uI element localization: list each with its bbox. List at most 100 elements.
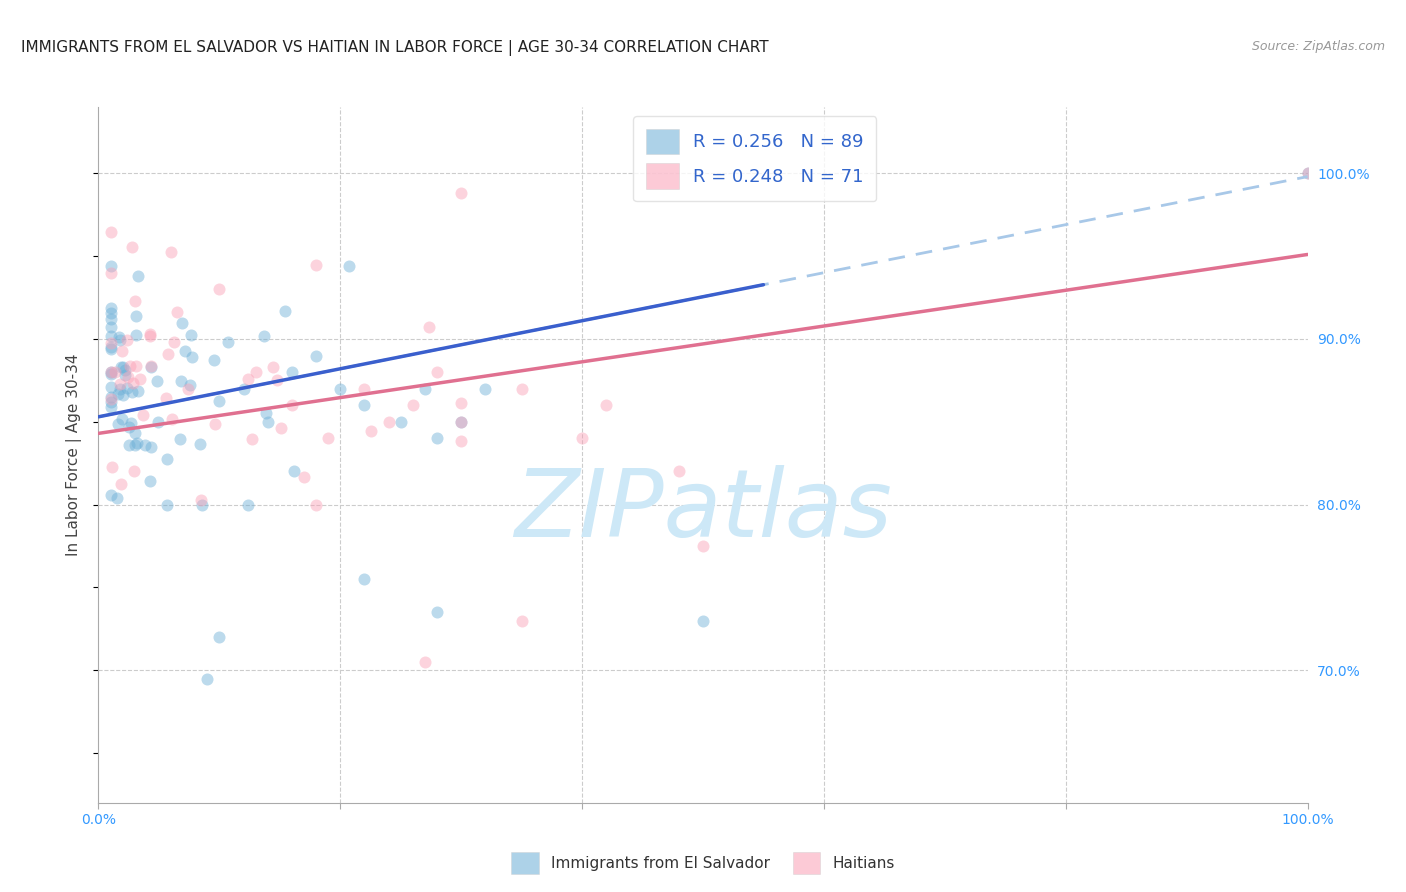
Point <box>245 365 267 379</box>
Point <box>160 244 183 259</box>
Point <box>208 630 231 644</box>
Point <box>163 334 186 349</box>
Point <box>131 408 153 422</box>
Point <box>402 398 425 412</box>
Point <box>157 346 180 360</box>
Point <box>121 384 143 399</box>
Point <box>595 398 617 412</box>
Point <box>202 353 225 368</box>
Legend: R = 0.256   N = 89, R = 0.248   N = 71: R = 0.256 N = 89, R = 0.248 N = 71 <box>634 116 876 202</box>
Point <box>353 382 375 396</box>
Point <box>450 415 472 429</box>
Point <box>114 368 136 382</box>
Point <box>389 415 412 429</box>
Point <box>100 488 122 502</box>
Point <box>117 369 139 384</box>
Point <box>124 359 146 373</box>
Point <box>108 334 131 348</box>
Point <box>155 391 177 405</box>
Legend: Immigrants from El Salvador, Haitians: Immigrants from El Salvador, Haitians <box>505 846 901 880</box>
Point <box>156 451 179 466</box>
Point <box>112 388 135 402</box>
Point <box>413 655 436 669</box>
Point <box>166 305 188 319</box>
Point <box>100 367 122 381</box>
Point <box>160 412 183 426</box>
Point <box>111 344 134 359</box>
Point <box>125 310 148 324</box>
Point <box>100 312 122 326</box>
Point <box>100 390 122 404</box>
Point <box>236 498 259 512</box>
Point <box>100 392 122 407</box>
Point <box>104 366 127 380</box>
Point <box>305 258 328 272</box>
Point <box>256 415 278 429</box>
Point <box>134 438 156 452</box>
Point <box>100 335 122 350</box>
Point <box>190 493 212 508</box>
Point <box>377 415 399 429</box>
Point <box>115 333 138 347</box>
Point <box>110 477 132 491</box>
Point <box>110 382 132 396</box>
Point <box>240 432 263 446</box>
Point <box>179 378 201 392</box>
Point <box>668 465 690 479</box>
Point <box>100 301 122 316</box>
Point <box>117 420 139 434</box>
Point <box>100 379 122 393</box>
Point <box>353 398 375 412</box>
Point <box>100 259 122 273</box>
Point <box>413 382 436 396</box>
Point <box>339 260 361 274</box>
Point <box>120 416 142 430</box>
Point <box>281 365 304 379</box>
Point <box>139 359 162 374</box>
Point <box>281 398 304 412</box>
Point <box>146 416 169 430</box>
Point <box>127 384 149 399</box>
Point <box>292 470 315 484</box>
Point <box>329 382 352 396</box>
Point <box>195 672 218 686</box>
Point <box>100 306 122 320</box>
Point <box>450 396 472 410</box>
Point <box>316 431 339 445</box>
Point <box>100 343 122 357</box>
Point <box>101 459 124 474</box>
Point <box>107 387 129 401</box>
Point <box>266 373 288 387</box>
Y-axis label: In Labor Force | Age 30-34: In Labor Force | Age 30-34 <box>66 353 83 557</box>
Point <box>139 359 162 373</box>
Point <box>100 365 122 379</box>
Point <box>692 614 714 628</box>
Point <box>100 226 122 240</box>
Point <box>170 374 193 388</box>
Point <box>283 464 305 478</box>
Point <box>100 400 122 414</box>
Point <box>139 475 162 489</box>
Point <box>254 406 277 420</box>
Point <box>100 340 122 354</box>
Point <box>180 327 202 342</box>
Point <box>1296 166 1319 180</box>
Point <box>180 351 202 365</box>
Text: IMMIGRANTS FROM EL SALVADOR VS HAITIAN IN LABOR FORCE | AGE 30-34 CORRELATION CH: IMMIGRANTS FROM EL SALVADOR VS HAITIAN I… <box>21 40 769 56</box>
Point <box>122 464 145 478</box>
Point <box>450 186 472 201</box>
Point <box>100 320 122 334</box>
Point <box>208 282 231 296</box>
Point <box>139 329 162 343</box>
Point <box>174 344 197 359</box>
Point <box>262 360 284 375</box>
Point <box>253 329 276 343</box>
Point <box>208 393 231 408</box>
Point <box>146 374 169 388</box>
Point <box>129 372 152 386</box>
Point <box>236 371 259 385</box>
Point <box>170 316 193 330</box>
Point <box>112 359 135 374</box>
Point <box>114 362 136 376</box>
Point <box>121 240 143 254</box>
